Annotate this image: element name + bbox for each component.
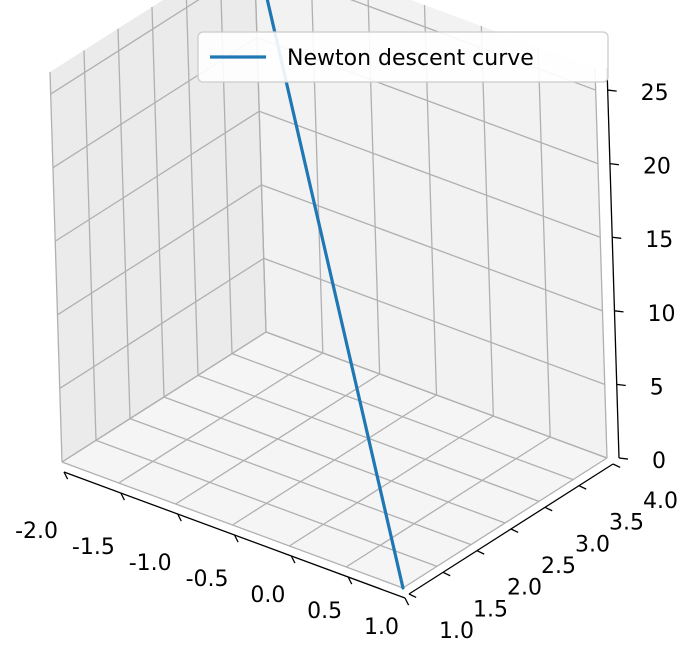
grid-line-z-back (265, 331, 608, 459)
grid-line-z-left (54, 110, 260, 242)
z-tick-label: 15 (645, 228, 673, 253)
x-tick (177, 513, 182, 522)
grid-line-z-back (258, 110, 601, 238)
grid-line-x-back (480, 25, 494, 417)
grid-line-z-left (57, 184, 262, 316)
grid-lines (49, 0, 608, 589)
x-tick (347, 576, 353, 585)
x-tick (233, 534, 239, 543)
grid-line-y-left (151, 6, 165, 398)
grid-line-y-left (185, 0, 199, 376)
x-tick-label: -2.0 (15, 519, 58, 544)
grid-line-y-floor (163, 396, 506, 524)
tick-marks (63, 89, 629, 606)
grid-line-y-floor (231, 353, 574, 481)
grid-line-x-back (594, 67, 608, 459)
grid-line-z-back (263, 257, 605, 386)
z-tick-label: 10 (647, 302, 675, 327)
left-pane (50, 0, 266, 462)
x-tick-label: -0.5 (186, 567, 229, 592)
y-tick (408, 593, 417, 599)
x-tick-label: 1.0 (364, 615, 399, 640)
y-tick (612, 463, 621, 469)
grid-line-y-floor (129, 418, 472, 546)
grid-line-z-left (59, 257, 265, 389)
grid-line-z-back (261, 184, 603, 312)
y-tick-label: 2.5 (541, 554, 576, 579)
grid-line-z-left (61, 331, 267, 463)
y-tick-label: 1.5 (473, 597, 508, 622)
grid-line-y-left (220, 0, 233, 354)
z-tick-label: 25 (641, 81, 669, 106)
axis-panes (50, 0, 607, 588)
z-tick (609, 163, 620, 166)
grid-line-y-floor (95, 439, 438, 567)
y-tick (476, 550, 485, 555)
grid-line-y-floor (61, 461, 404, 589)
z-tick-label: 5 (650, 375, 664, 400)
x-tick (120, 492, 126, 501)
grid-line-z-left (50, 0, 200, 95)
grid-line-x-back (537, 46, 551, 438)
y-tick (510, 528, 519, 534)
z-tick (612, 236, 622, 239)
tick-labels: -2.0-1.5-1.0-0.50.00.51.0 1.01.52.02.53.0… (15, 81, 678, 644)
legend: Newton descent curve (197, 31, 609, 83)
y-tick-label: 1.0 (439, 619, 474, 644)
x-tick (63, 471, 69, 480)
y-tick-label: 3.0 (575, 532, 610, 557)
z-tick (616, 383, 626, 387)
y-tick (578, 485, 587, 490)
grid-line-y-left (49, 71, 63, 463)
y-tick-label: 3.5 (609, 511, 644, 536)
z-axis-line (606, 67, 620, 459)
z-tick-label: 0 (652, 449, 666, 474)
x-tick (290, 555, 296, 564)
grid-line-y-left (117, 28, 131, 419)
x-tick-label: 0.5 (307, 599, 342, 624)
x-tick-label: -1.5 (72, 535, 115, 560)
y-tick-label: 4.0 (643, 489, 678, 514)
z-tick (607, 89, 617, 92)
x-tick-label: -1.0 (129, 551, 172, 576)
legend-label: Newton descent curve (287, 46, 534, 71)
y-tick (544, 506, 553, 512)
y-tick-label: 2.0 (507, 576, 542, 601)
z-tick (618, 457, 629, 460)
grid-line-y-left (83, 50, 97, 441)
x-tick (404, 597, 410, 606)
grid-line-x-back (311, 0, 324, 354)
z-tick (614, 310, 624, 313)
x-tick-label: 0.0 (250, 583, 285, 608)
legend-box (197, 31, 609, 83)
z-tick-label: 20 (643, 155, 671, 180)
y-tick (442, 571, 451, 577)
grid-line-y-left (255, 0, 267, 333)
